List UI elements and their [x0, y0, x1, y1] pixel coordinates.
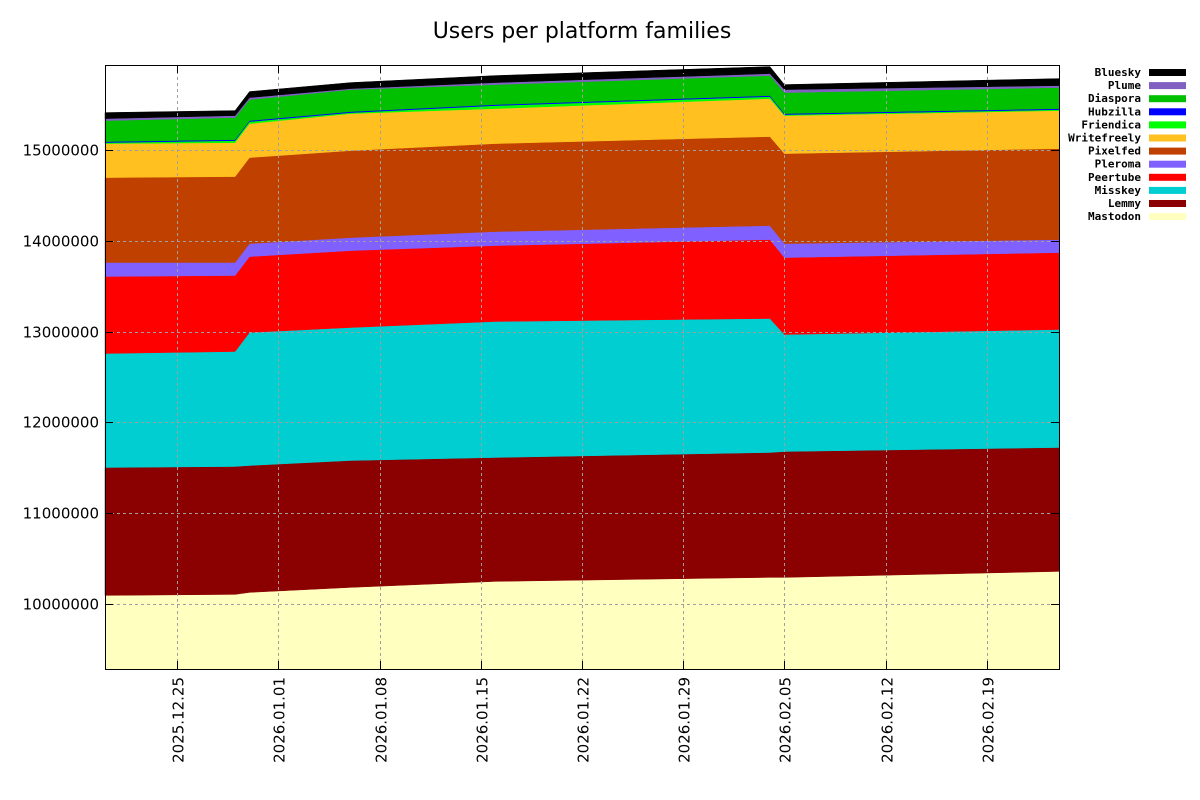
legend-swatch-mastodon	[1149, 213, 1186, 221]
legend-swatch-plume	[1149, 82, 1186, 90]
legend-label: Diaspora	[1088, 92, 1141, 105]
x-tick-label: 2026.01.08	[373, 677, 391, 763]
legend-label: Mastodon	[1088, 210, 1141, 223]
gridlines	[105, 65, 1059, 669]
legend-swatch-pixelfed	[1149, 147, 1186, 155]
legend-swatch-pleroma	[1149, 160, 1186, 168]
legend-label: Peertube	[1088, 171, 1141, 184]
legend: BlueskyPlumeDiasporaHubzillaFriendicaWri…	[1068, 66, 1186, 223]
legend-label: Bluesky	[1095, 66, 1142, 79]
legend-label: Lemmy	[1108, 197, 1141, 210]
y-tick-label: 12000000	[23, 414, 99, 432]
x-tick-label: 2025.12.25	[170, 677, 188, 763]
legend-swatch-bluesky	[1149, 69, 1186, 76]
legend-swatch-friendica	[1149, 121, 1186, 129]
x-tick-label: 2026.01.29	[676, 677, 694, 763]
legend-label: Friendica	[1081, 118, 1141, 131]
y-tick-label: 14000000	[23, 233, 99, 251]
x-tick-label: 2026.01.15	[474, 677, 492, 763]
legend-swatch-writefreely	[1149, 134, 1186, 142]
chart-title: Users per platform families	[433, 19, 732, 44]
legend-label: Writefreely	[1068, 132, 1141, 145]
legend-swatch-lemmy	[1149, 200, 1186, 207]
x-axis-ticks: 2025.12.25 2026.01.01 2026.01.08 2026.01.15…	[170, 65, 998, 763]
y-tick-label: 13000000	[23, 324, 99, 342]
legend-swatch-peertube	[1149, 173, 1186, 181]
legend-label: Misskey	[1095, 184, 1142, 197]
x-tick-label: 2026.02.05	[777, 677, 795, 763]
legend-swatch-hubzilla	[1149, 108, 1186, 116]
legend-label: Pleroma	[1095, 158, 1141, 171]
legend-swatch-misskey	[1149, 186, 1186, 194]
legend-swatch-diaspora	[1149, 95, 1186, 103]
x-tick-label: 2026.01.01	[271, 677, 289, 763]
y-tick-label: 10000000	[23, 596, 99, 614]
x-tick-label: 2026.01.22	[575, 677, 593, 763]
x-tick-label: 2026.02.19	[980, 677, 998, 763]
plot-frame	[105, 65, 1060, 670]
y-axis-ticks: 10000000 11000000 12000000 13000000 14000000…	[23, 142, 1059, 614]
legend-label: Pixelfed	[1088, 145, 1141, 158]
y-tick-label: 15000000	[23, 142, 99, 160]
x-tick-label: 2026.02.12	[879, 677, 897, 763]
legend-label: Plume	[1108, 79, 1141, 92]
legend-label: Hubzilla	[1088, 105, 1141, 118]
y-tick-label: 11000000	[23, 505, 99, 523]
